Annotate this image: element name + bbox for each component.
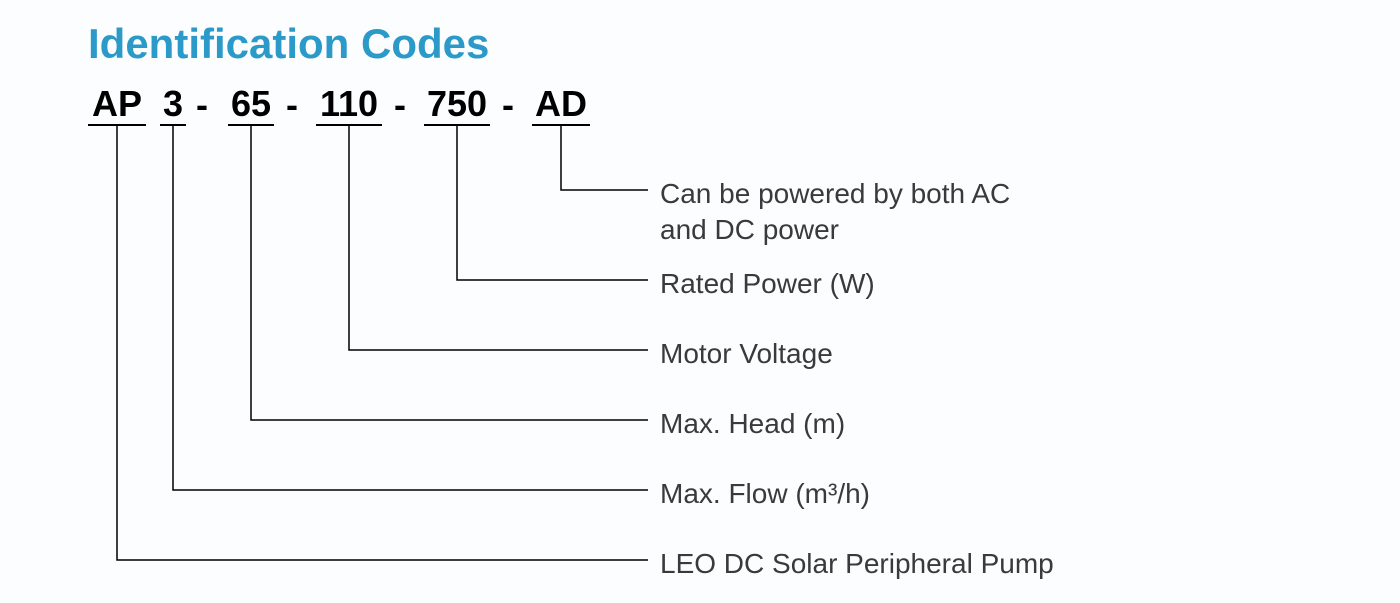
connector-lines (0, 0, 1400, 603)
connector-sixtyfive (251, 124, 648, 420)
connector-sevenfifty (457, 124, 648, 280)
connector-onetene (349, 124, 648, 350)
connector-three (173, 124, 648, 490)
connector-ad (561, 124, 648, 190)
